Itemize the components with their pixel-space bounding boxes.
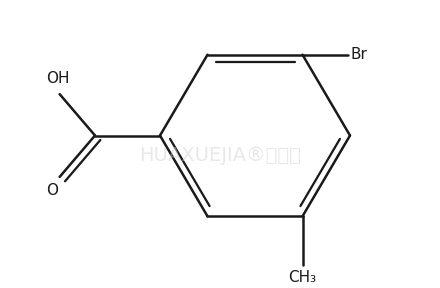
Text: O: O <box>46 183 58 198</box>
Text: HUAXUEJIA®化学加: HUAXUEJIA®化学加 <box>139 146 301 165</box>
Text: CH₃: CH₃ <box>289 270 316 285</box>
Text: OH: OH <box>46 71 70 86</box>
Text: Br: Br <box>351 47 367 62</box>
